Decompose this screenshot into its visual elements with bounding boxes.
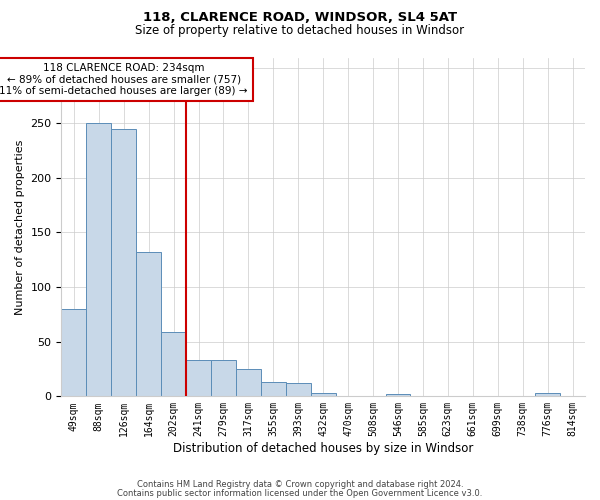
Bar	[311, 393, 335, 396]
Text: 118 CLARENCE ROAD: 234sqm
← 89% of detached houses are smaller (757)
11% of semi: 118 CLARENCE ROAD: 234sqm ← 89% of detac…	[0, 63, 248, 96]
Text: Contains public sector information licensed under the Open Government Licence v3: Contains public sector information licen…	[118, 488, 482, 498]
Bar	[86, 123, 111, 396]
Bar	[136, 252, 161, 396]
Text: Size of property relative to detached houses in Windsor: Size of property relative to detached ho…	[136, 24, 464, 37]
Bar	[186, 360, 211, 396]
Bar	[236, 369, 261, 396]
X-axis label: Distribution of detached houses by size in Windsor: Distribution of detached houses by size …	[173, 442, 473, 455]
Bar	[161, 332, 186, 396]
Text: Contains HM Land Registry data © Crown copyright and database right 2024.: Contains HM Land Registry data © Crown c…	[137, 480, 463, 489]
Bar	[261, 382, 286, 396]
Bar	[386, 394, 410, 396]
Bar	[61, 309, 86, 396]
Bar	[111, 128, 136, 396]
Bar	[535, 393, 560, 396]
Bar	[286, 383, 311, 396]
Text: 118, CLARENCE ROAD, WINDSOR, SL4 5AT: 118, CLARENCE ROAD, WINDSOR, SL4 5AT	[143, 11, 457, 24]
Bar	[211, 360, 236, 396]
Y-axis label: Number of detached properties: Number of detached properties	[15, 139, 25, 314]
